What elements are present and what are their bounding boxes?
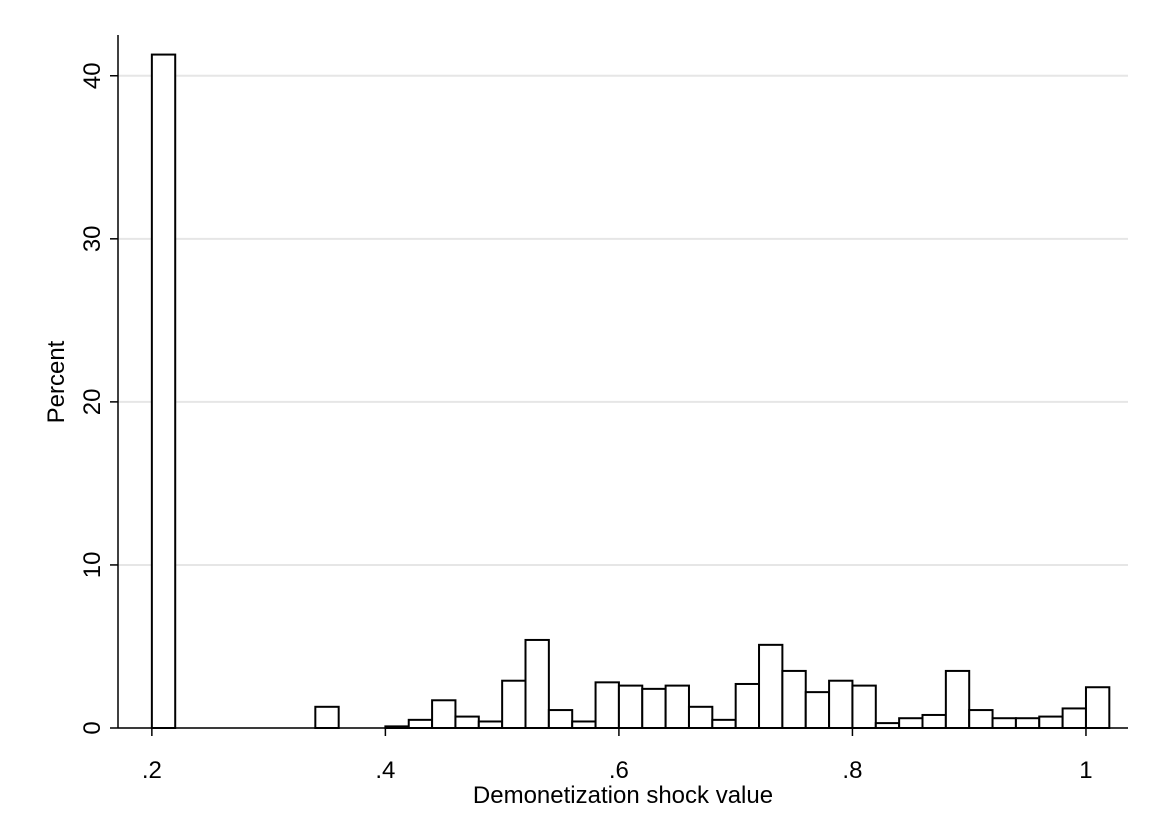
bar (150, 53, 177, 729)
bar (524, 638, 550, 730)
bar (594, 681, 620, 729)
bar (641, 687, 667, 730)
bar (664, 684, 690, 729)
bar (804, 691, 831, 730)
bar (547, 709, 574, 730)
bar (711, 718, 737, 729)
bar (991, 717, 1017, 730)
bar (571, 720, 597, 730)
bar (454, 715, 480, 729)
y-axis-title: Percent (43, 340, 70, 423)
bar (851, 684, 877, 729)
bar (477, 720, 504, 730)
bar (898, 717, 924, 730)
bar (968, 709, 994, 730)
bar (501, 679, 527, 730)
y-tick-label: 0 (79, 721, 106, 734)
y-tick-label: 10 (79, 552, 106, 579)
x-tick-label: .2 (142, 757, 162, 784)
bar (1038, 715, 1064, 729)
bar (431, 699, 457, 730)
x-tick-label: .6 (609, 757, 629, 784)
bar (734, 682, 761, 730)
bar (1061, 707, 1087, 729)
bar (944, 669, 971, 729)
y-tick-label: 20 (79, 389, 106, 416)
x-tick-label: .8 (842, 757, 862, 784)
bar (687, 705, 714, 730)
bar (1084, 686, 1111, 729)
bar (828, 679, 854, 730)
x-tick-label: .4 (375, 757, 395, 784)
x-tick-label: 1 (1079, 757, 1092, 784)
y-tick-label: 40 (79, 62, 106, 89)
x-axis-title: Demonetization shock value (473, 782, 773, 809)
bar (758, 643, 784, 730)
bar (1014, 717, 1041, 730)
bar (921, 713, 947, 730)
bar (617, 684, 644, 729)
bar (781, 669, 807, 729)
y-tick-label: 30 (79, 225, 106, 252)
bar (407, 718, 434, 729)
bar (314, 705, 340, 730)
